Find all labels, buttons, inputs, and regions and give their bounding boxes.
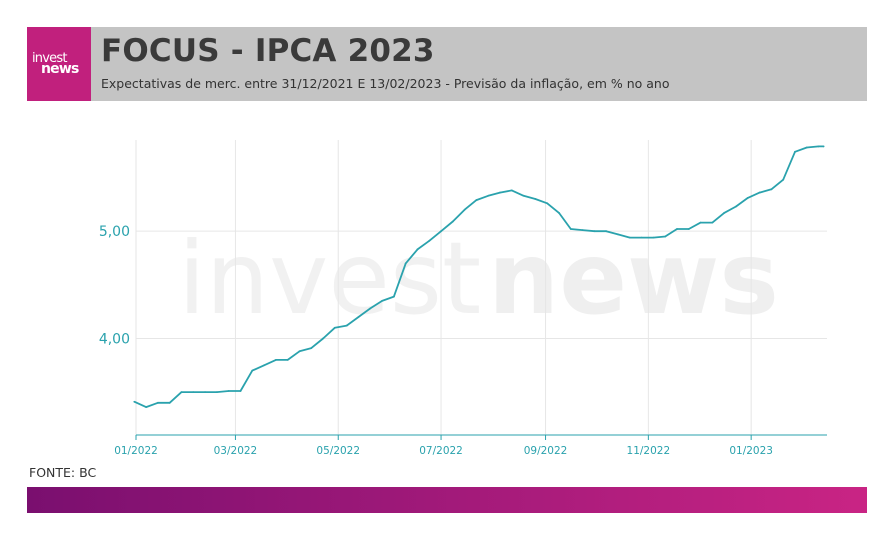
data-point xyxy=(239,390,242,392)
data-point xyxy=(581,229,584,232)
investnews-logo: invest news xyxy=(27,27,91,101)
x-tick-label: 09/2022 xyxy=(524,445,568,457)
data-point xyxy=(274,359,277,361)
source-note: FONTE: BC xyxy=(29,465,97,480)
data-point xyxy=(617,233,619,236)
data-point xyxy=(699,221,702,224)
data-point xyxy=(381,300,383,302)
axes xyxy=(135,434,827,440)
data-point xyxy=(157,401,159,404)
data-point xyxy=(428,239,431,242)
data-point xyxy=(333,326,336,329)
data-point xyxy=(499,191,501,194)
chart-header: invest news FOCUS - IPCA 2023 Expectativ… xyxy=(27,27,867,101)
data-point xyxy=(640,236,643,239)
x-tick-label: 11/2022 xyxy=(627,445,671,457)
data-point xyxy=(569,228,572,230)
data-point xyxy=(145,406,148,409)
data-point xyxy=(794,150,796,153)
data-point xyxy=(558,212,560,214)
grid-lines xyxy=(135,140,827,435)
data-point xyxy=(168,401,171,404)
y-tick-label: 5,00 xyxy=(99,224,130,240)
x-tick-label: 01/2022 xyxy=(114,445,158,457)
data-point xyxy=(215,391,218,393)
data-point xyxy=(369,307,372,310)
data-point xyxy=(322,337,324,340)
data-point xyxy=(723,212,726,214)
data-point xyxy=(817,145,820,148)
data-point xyxy=(345,324,348,327)
data-point xyxy=(416,248,419,251)
data-point xyxy=(593,230,596,233)
x-tick-label: 07/2022 xyxy=(419,445,463,457)
data-point xyxy=(310,347,313,350)
data-point xyxy=(510,189,513,192)
data-point xyxy=(440,230,442,233)
x-tick-label: 05/2022 xyxy=(316,445,360,457)
data-point xyxy=(664,235,667,238)
x-tick-label: 03/2022 xyxy=(214,445,258,457)
data-point xyxy=(546,202,549,205)
data-point xyxy=(534,198,537,200)
data-point xyxy=(770,188,773,191)
data-point xyxy=(404,262,407,265)
data-point xyxy=(687,228,690,230)
chart-subtitle: Expectativas de merc. entre 31/12/2021 E… xyxy=(101,76,670,91)
watermark-invest: invest xyxy=(178,220,481,337)
data-point xyxy=(735,205,737,208)
data-point xyxy=(605,230,608,233)
data-point xyxy=(652,236,655,239)
data-point xyxy=(822,145,825,148)
data-point xyxy=(357,316,360,318)
x-tick-label: 01/2023 xyxy=(729,445,773,457)
series-group xyxy=(133,145,825,409)
data-point xyxy=(711,221,714,224)
logo-text-invest: invest xyxy=(32,51,67,66)
data-point xyxy=(475,199,478,201)
data-point xyxy=(805,146,808,149)
chart-title: FOCUS - IPCA 2023 xyxy=(101,33,435,69)
data-point xyxy=(180,391,183,393)
tick-labels: 01/2022 03/2022 05/2022 07/2022 09/2022 11/20… xyxy=(99,224,773,457)
data-point xyxy=(487,194,490,197)
watermark-news: news xyxy=(488,220,779,337)
data-point xyxy=(286,359,289,361)
data-point xyxy=(263,364,265,367)
data-point xyxy=(746,197,749,199)
data-point xyxy=(204,391,207,393)
data-point xyxy=(298,350,301,353)
y-tick-label: 4,00 xyxy=(99,331,130,347)
data-point xyxy=(628,236,631,239)
data-point xyxy=(463,208,466,211)
data-point xyxy=(227,390,230,392)
watermark: invest news xyxy=(178,220,779,337)
data-point xyxy=(758,191,761,194)
logo-text-news: news xyxy=(41,61,79,77)
data-point xyxy=(392,295,395,298)
data-point xyxy=(782,178,785,181)
series-line-ipca-2023 xyxy=(133,145,824,409)
data-point xyxy=(192,391,195,393)
data-point xyxy=(251,369,254,372)
data-point xyxy=(133,400,136,403)
data-point xyxy=(451,220,454,223)
data-point xyxy=(522,194,525,197)
data-point xyxy=(676,228,678,230)
footer-gradient-bar xyxy=(27,487,867,513)
